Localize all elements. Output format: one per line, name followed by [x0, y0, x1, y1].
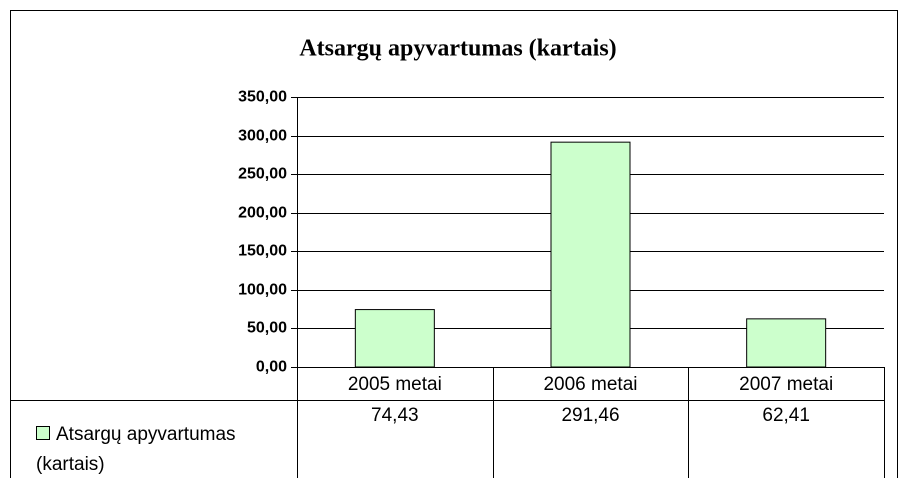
x-tick-label: 2007 metai: [739, 374, 833, 395]
bar: [354, 309, 435, 368]
y-tick-label: 100,00: [238, 282, 287, 299]
x-tick-label: 2006 metai: [543, 374, 637, 395]
y-tick-label: 200,00: [238, 205, 287, 222]
bar: [550, 141, 631, 368]
y-tick-label: 150,00: [238, 243, 287, 260]
y-tick-label: 350,00: [238, 89, 287, 106]
legend-entry: Atsargų apyvartumas (kartais): [36, 420, 291, 480]
y-tick-label: 50,00: [247, 320, 287, 337]
y-tick-label: 300,00: [238, 128, 287, 145]
legend-key: [36, 426, 50, 440]
table-value: 74,43: [371, 405, 419, 426]
y-tick-label: 250,00: [238, 166, 287, 183]
x-tick-label: 2005 metai: [348, 374, 442, 395]
bar: [746, 318, 827, 368]
legend-label: Atsargų apyvartumas (kartais): [36, 424, 236, 475]
table-value: 291,46: [561, 405, 619, 426]
chart-title: Atsargų apyvartumas (kartais): [299, 36, 616, 62]
y-tick-label: 0,00: [256, 359, 287, 376]
table-value: 62,41: [762, 405, 810, 426]
